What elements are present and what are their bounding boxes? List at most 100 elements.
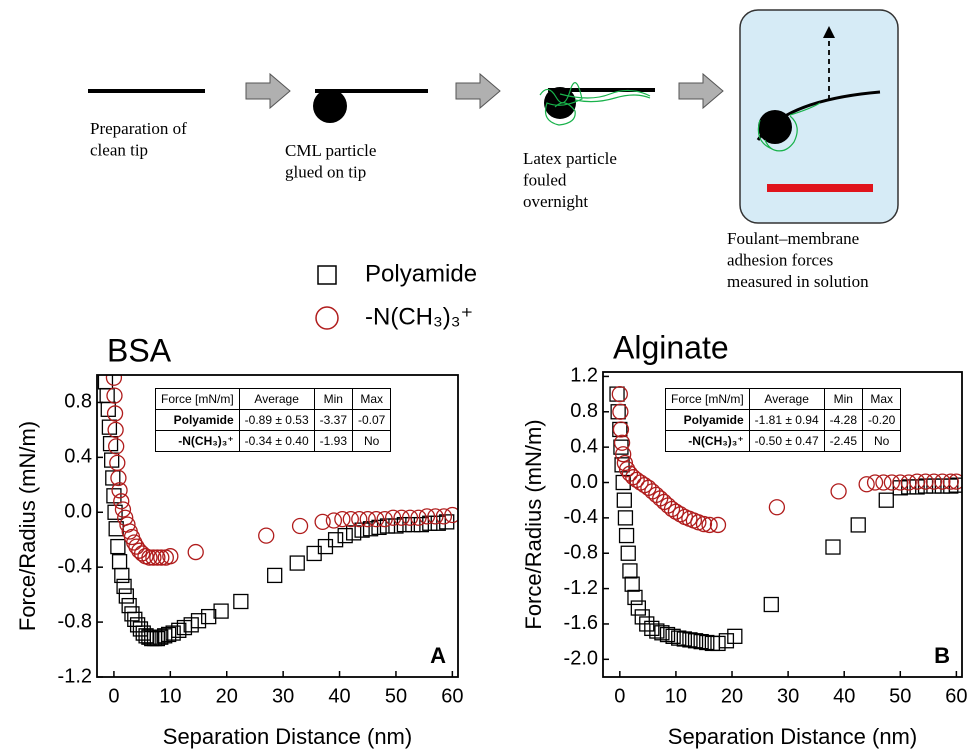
- foulant: [539, 82, 651, 126]
- table-row: -N(CH₃)₃⁺ -0.50 ± 0.47 -2.45 No: [665, 430, 902, 452]
- data-point: [337, 527, 353, 544]
- table-row: Polyamide -1.81 ± 0.94 -4.28 -0.20: [665, 409, 902, 431]
- data-point: [934, 473, 951, 490]
- data-point: [613, 434, 631, 451]
- data-point: [393, 509, 410, 526]
- table-cell: -N(CH₃)₃⁺: [665, 430, 750, 452]
- data-point: [165, 625, 181, 641]
- step-label: Latex particle: [523, 149, 617, 168]
- data-point: [672, 506, 689, 523]
- step-label: measured in solution: [727, 272, 869, 291]
- data-point: [368, 510, 385, 528]
- data-point: [611, 385, 628, 403]
- x-tick-label: 30: [272, 685, 294, 707]
- data-point: [659, 626, 676, 643]
- table-cell: -0.34 ± 0.40: [238, 430, 315, 452]
- data-point: [111, 554, 128, 570]
- data-point: [710, 635, 726, 652]
- data-point: [129, 617, 146, 633]
- data-point: [111, 482, 128, 499]
- x-tick-label: 10: [665, 685, 687, 707]
- data-point: [883, 474, 901, 491]
- data-point: [187, 543, 204, 561]
- step-arrow: [455, 72, 501, 110]
- data-point: [909, 479, 925, 495]
- data-point: [616, 492, 632, 508]
- data-point: [667, 503, 685, 520]
- data-point: [701, 516, 718, 534]
- data-point: [622, 563, 638, 579]
- data-point: [126, 534, 143, 551]
- data-point: [107, 421, 124, 439]
- data-point: [105, 470, 121, 486]
- data-point: [908, 473, 926, 490]
- schematic: [88, 9, 899, 224]
- table-row: Polyamide -0.89 ± 0.53 -3.37 -0.07: [155, 409, 392, 431]
- data-point: [768, 499, 786, 516]
- foulant: [757, 102, 821, 152]
- data-point: [727, 628, 743, 644]
- table-cell: -0.50 ± 0.47: [748, 430, 825, 452]
- data-point: [97, 375, 114, 390]
- step-arrow: [245, 72, 291, 110]
- data-point: [131, 542, 148, 559]
- data-point: [934, 478, 951, 494]
- data-point: [900, 474, 917, 491]
- data-point: [699, 634, 715, 651]
- y-tick-label: -1.6: [564, 612, 598, 634]
- y-tick-label: -0.8: [564, 542, 598, 564]
- step-label: fouled: [523, 170, 567, 189]
- x-tick-label: 40: [328, 685, 350, 707]
- data-point: [127, 611, 143, 627]
- step-label: clean tip: [90, 140, 148, 159]
- data-point: [291, 517, 309, 535]
- data-point: [942, 473, 959, 490]
- data-point: [258, 527, 275, 544]
- x-tick-label: 30: [777, 685, 799, 707]
- y-tick-label: 0.8: [64, 391, 92, 413]
- data-point: [109, 454, 126, 472]
- data-point: [693, 633, 709, 650]
- x-tick-label: 60: [945, 685, 967, 707]
- data-point: [153, 549, 170, 566]
- particle: [313, 89, 347, 123]
- data-point: [388, 518, 404, 534]
- step-label: adhesion forces: [727, 250, 833, 269]
- y-tick-label: -0.8: [58, 610, 92, 632]
- table-cell: -1.81 ± 0.94: [748, 409, 825, 431]
- x-tick-label: 50: [889, 685, 911, 707]
- data-point: [334, 510, 351, 528]
- data-point: [110, 538, 126, 555]
- data-point: [621, 465, 639, 482]
- y-tick-label: -0.4: [564, 506, 598, 528]
- data-point: [162, 548, 179, 565]
- y-tick-label: 1.2: [570, 365, 598, 387]
- data-point: [325, 512, 343, 529]
- table-cell: Force [mN/m]: [665, 388, 750, 410]
- data-point: [435, 508, 453, 525]
- plot-frame: [96, 374, 459, 678]
- x-tick-label: 60: [441, 685, 463, 707]
- data-point: [901, 479, 917, 495]
- x-tick-label: 40: [833, 685, 855, 707]
- data-point: [145, 549, 162, 566]
- data-point: [850, 517, 866, 533]
- table-cell: -1.93: [313, 430, 354, 452]
- data-point: [654, 625, 670, 641]
- data-point: [825, 539, 841, 555]
- table-cell: -0.89 ± 0.53: [238, 409, 315, 431]
- table-cell: Max: [861, 388, 902, 410]
- data-point: [615, 446, 632, 463]
- data-point: [410, 509, 427, 526]
- data-point: [118, 588, 134, 604]
- data-point: [105, 375, 123, 386]
- table-row: -N(CH₃)₃⁺ -0.34 ± 0.40 -1.93 No: [155, 430, 392, 452]
- data-point: [371, 519, 387, 536]
- y-tick-label: -2.0: [564, 648, 598, 670]
- data-point: [113, 493, 130, 510]
- particle: [758, 110, 792, 144]
- data-point: [671, 630, 687, 646]
- step-label: Foulant–membrane: [727, 229, 859, 248]
- data-point: [830, 483, 847, 500]
